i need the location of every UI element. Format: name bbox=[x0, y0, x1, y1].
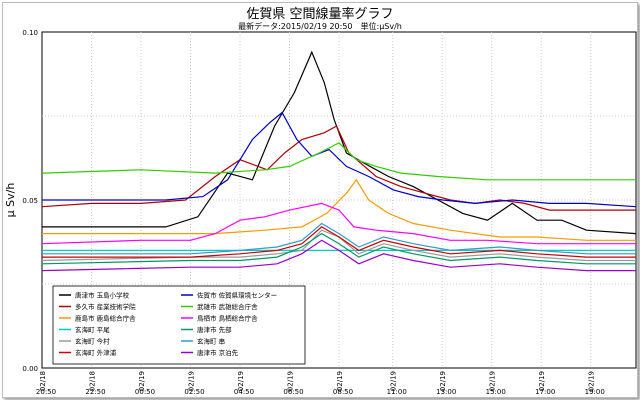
x-tick-time: 06:50 bbox=[283, 388, 303, 396]
series-line bbox=[41, 232, 636, 265]
x-tick-time-group: 22:50 bbox=[85, 388, 105, 396]
x-tick-date: 02/18 bbox=[89, 371, 97, 391]
x-tick-time: 11:00 bbox=[387, 388, 407, 396]
legend-label: 唐津市 玉島小学校 bbox=[75, 291, 130, 300]
x-tick-time: 22:50 bbox=[85, 388, 105, 396]
series-line bbox=[41, 239, 636, 272]
legend-label: 鹿島市 鹿島総合庁舎 bbox=[75, 314, 136, 323]
x-tick-date: 02/19 bbox=[439, 371, 447, 391]
x-tick-date: 02/19 bbox=[188, 371, 196, 391]
x-tick-label: 02/19 bbox=[390, 371, 398, 391]
x-tick-date: 02/19 bbox=[336, 371, 344, 391]
legend-box bbox=[52, 285, 306, 365]
x-tick-label: 02/18 bbox=[39, 371, 47, 391]
x-tick-label: 02/19 bbox=[489, 371, 497, 391]
legend-label: 唐津市 京泊先 bbox=[197, 348, 239, 357]
x-tick-date: 02/19 bbox=[237, 371, 245, 391]
legend-label: 武雄市 武雄総合庁舎 bbox=[197, 302, 258, 311]
legend-label: 唐津市 先部 bbox=[197, 325, 232, 334]
series-line bbox=[42, 226, 636, 258]
x-tick-time-group: 13:00 bbox=[436, 388, 456, 396]
x-tick-time-group: 00:50 bbox=[135, 388, 155, 396]
x-tick-time: 02:50 bbox=[184, 388, 204, 396]
x-tick-time-group: 15:00 bbox=[486, 388, 506, 396]
x-tick-label: 02/19 bbox=[237, 371, 245, 391]
x-tick-time: 20:50 bbox=[36, 388, 56, 396]
series-line bbox=[42, 111, 637, 208]
x-tick-label: 02/19 bbox=[336, 371, 344, 391]
x-tick-date: 02/19 bbox=[390, 371, 398, 391]
x-tick-time: 08:50 bbox=[333, 388, 353, 396]
x-tick-label: 02/19 bbox=[287, 371, 295, 391]
legend-label: 鳥栖市 鳥栖総合庁舎 bbox=[197, 314, 258, 323]
x-tick-label: 02/19 bbox=[188, 371, 196, 391]
series-line bbox=[41, 202, 636, 245]
x-tick-time-group: 11:00 bbox=[387, 388, 407, 396]
series-line bbox=[41, 142, 636, 181]
x-tick-label: 02/19 bbox=[439, 371, 447, 391]
legend-label: 佐賀市 佐賀県環境センター bbox=[197, 291, 277, 300]
x-tick-label: 02/19 bbox=[588, 371, 596, 391]
x-tick-time-group: 19:00 bbox=[585, 388, 605, 396]
x-tick-time: 04:50 bbox=[234, 388, 254, 396]
x-tick-date: 02/19 bbox=[489, 371, 497, 391]
x-tick-time-group: 06:50 bbox=[283, 388, 303, 396]
series-line bbox=[42, 178, 636, 241]
y-tick-label: 0.10 bbox=[22, 29, 38, 37]
x-tick-time-group: 20:50 bbox=[36, 388, 56, 396]
x-tick-time-group: 08:50 bbox=[333, 388, 353, 396]
x-tick-label: 02/19 bbox=[538, 371, 546, 391]
x-tick-date: 02/19 bbox=[287, 371, 295, 391]
y-tick-label: 0.00 bbox=[22, 365, 38, 373]
x-tick-date: 02/19 bbox=[538, 371, 546, 391]
x-tick-time-group: 04:50 bbox=[234, 388, 254, 396]
x-tick-time-group: 17:00 bbox=[535, 388, 555, 396]
x-tick-time: 13:00 bbox=[436, 388, 456, 396]
chart-title: 佐賀県 空間線量率グラフ bbox=[246, 7, 394, 22]
legend-label: 玄海町 串 bbox=[197, 337, 225, 346]
x-tick-date: 02/18 bbox=[39, 371, 47, 391]
x-tick-label: 02/19 bbox=[138, 371, 146, 391]
x-tick-label: 02/18 bbox=[89, 371, 97, 391]
series-line bbox=[41, 229, 636, 262]
y-tick-label: 0.05 bbox=[22, 197, 38, 205]
series-line bbox=[42, 222, 636, 255]
chart-subtitle: 最新データ:2015/02/19 20:50 単位:μSv/h bbox=[238, 22, 402, 31]
x-tick-time: 15:00 bbox=[486, 388, 506, 396]
x-tick-time: 17:00 bbox=[535, 388, 555, 396]
x-tick-time-group: 02:50 bbox=[184, 388, 204, 396]
y-axis-label: μ Sv/h bbox=[4, 183, 17, 218]
legend-label: 玄海町 外津浦 bbox=[75, 348, 117, 357]
x-tick-time: 19:00 bbox=[585, 388, 605, 396]
legend-label: 多久市 産業技術学院 bbox=[75, 302, 136, 311]
x-tick-date: 02/19 bbox=[138, 371, 146, 391]
x-tick-time: 00:50 bbox=[135, 388, 155, 396]
series-line bbox=[41, 125, 636, 211]
legend-label: 玄海町 平尾 bbox=[75, 325, 110, 334]
x-tick-date: 02/19 bbox=[588, 371, 596, 391]
legend-label: 玄海町 今村 bbox=[75, 337, 110, 346]
series-line bbox=[42, 50, 637, 235]
